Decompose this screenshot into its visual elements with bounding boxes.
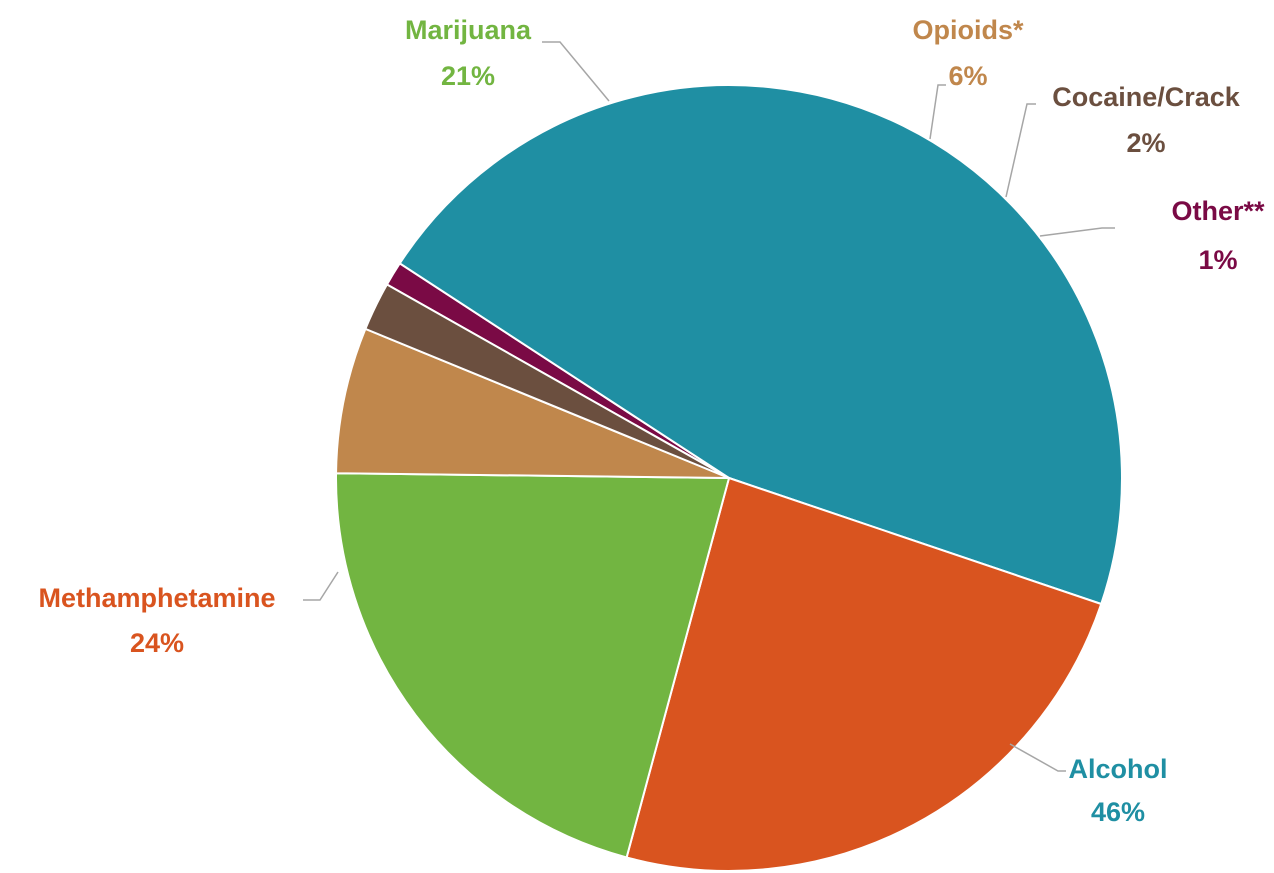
leader-line-other <box>1039 227 1115 237</box>
slice-label-alcohol: Alcohol <box>1069 754 1168 784</box>
slice-value-opioids: 6% <box>948 61 987 91</box>
leader-lines <box>303 41 1115 772</box>
leader-line-alcohol <box>1009 743 1066 772</box>
leader-line-methamphetamine <box>303 571 339 601</box>
pie-slices <box>335 84 1123 872</box>
slice-value-methamphetamine: 24% <box>130 628 184 658</box>
leader-line-marijuana <box>542 41 610 102</box>
leader-line-cocaine-crack <box>1005 103 1036 198</box>
slice-value-marijuana: 21% <box>441 61 495 91</box>
slice-label-methamphetamine: Methamphetamine <box>38 583 275 613</box>
slice-value-alcohol: 46% <box>1091 797 1145 827</box>
leader-line-opioids <box>929 84 946 140</box>
slice-value-other: 1% <box>1198 245 1237 275</box>
slice-label-marijuana: Marijuana <box>405 15 532 45</box>
pie-slice-cocaine-crack <box>364 283 730 479</box>
slice-value-cocaine-crack: 2% <box>1126 128 1165 158</box>
pie-slice-alcohol <box>398 84 1123 606</box>
pie-slice-marijuana <box>335 472 731 859</box>
slice-label-other: Other** <box>1171 196 1265 226</box>
slice-label-opioids: Opioids* <box>912 15 1023 45</box>
slice-label-cocaine-crack: Cocaine/Crack <box>1052 82 1241 112</box>
pie-slice-methamphetamine <box>625 476 1103 872</box>
pie-slice-opioids <box>335 327 730 479</box>
slice-labels: Other** 1% Alcohol 46% Methamphetamine 24% Mar… <box>38 15 1265 827</box>
